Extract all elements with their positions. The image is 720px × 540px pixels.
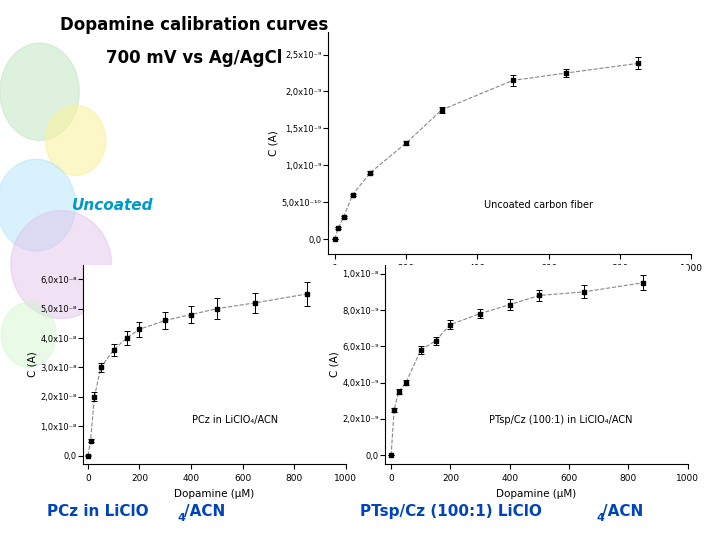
- Text: PTsp/Cz (100:1) in LiClO₄/ACN: PTsp/Cz (100:1) in LiClO₄/ACN: [489, 415, 632, 426]
- Text: /ACN: /ACN: [602, 504, 643, 519]
- Y-axis label: C (A): C (A): [269, 130, 279, 156]
- Text: Uncoated carbon fiber: Uncoated carbon fiber: [484, 200, 593, 210]
- Text: 700 mV vs Ag/AgCl: 700 mV vs Ag/AgCl: [107, 49, 282, 66]
- Text: PTsp/Cz (100:1) LiClO: PTsp/Cz (100:1) LiClO: [360, 504, 542, 519]
- Ellipse shape: [11, 211, 112, 319]
- X-axis label: Dopamine (μM): Dopamine (μM): [469, 278, 549, 288]
- Ellipse shape: [1, 302, 56, 367]
- Text: Uncoated: Uncoated: [72, 198, 153, 213]
- Text: 4: 4: [178, 512, 186, 523]
- Ellipse shape: [45, 105, 106, 176]
- Text: PCz in LiClO: PCz in LiClO: [47, 504, 148, 519]
- Text: Dopamine calibration curves: Dopamine calibration curves: [60, 16, 328, 34]
- Y-axis label: C (A): C (A): [27, 352, 37, 377]
- Ellipse shape: [0, 159, 76, 251]
- X-axis label: Dopamine (μM): Dopamine (μM): [496, 489, 577, 498]
- X-axis label: Dopamine (μM): Dopamine (μM): [174, 489, 254, 498]
- Text: PCz in LiClO₄/ACN: PCz in LiClO₄/ACN: [192, 415, 279, 426]
- Text: 4: 4: [596, 512, 604, 523]
- Y-axis label: C (A): C (A): [330, 352, 340, 377]
- Text: /ACN: /ACN: [184, 504, 225, 519]
- Ellipse shape: [0, 43, 79, 140]
